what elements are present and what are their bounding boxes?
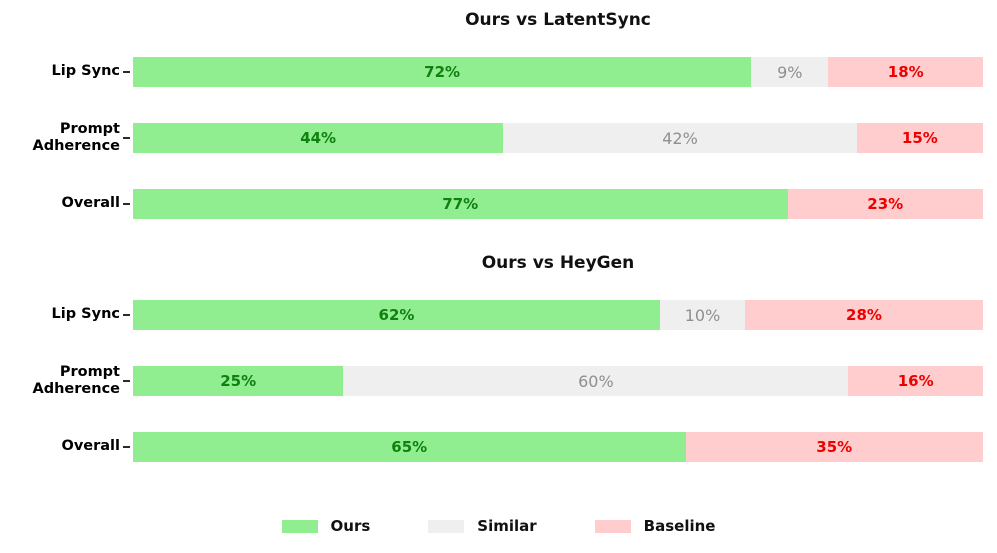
legend-swatch-baseline xyxy=(594,519,631,533)
bar-track: 65% 35% xyxy=(133,432,983,462)
bar-row-lip-sync: Lip Sync 62% 10% 28% xyxy=(0,300,997,330)
legend: Ours Similar Baseline xyxy=(0,517,997,535)
bar-value-label: 25% xyxy=(220,372,257,390)
axis-tick xyxy=(123,71,130,73)
bar-value-label: 28% xyxy=(846,306,882,324)
bar-segment-baseline: 23% xyxy=(787,189,983,219)
category-label: Overall xyxy=(0,195,121,212)
bar-value-label: 65% xyxy=(391,438,428,456)
axis-tick xyxy=(123,203,130,205)
category-label-line: Lip Sync xyxy=(51,63,120,80)
bar-value-label: 18% xyxy=(887,63,924,81)
bar-row-prompt-adherence: Prompt Adherence 44% 42% 15% xyxy=(0,120,997,156)
bar-value-label: 9% xyxy=(777,62,803,82)
bar-track: 62% 10% 28% xyxy=(133,300,983,330)
legend-item-ours: Ours xyxy=(281,517,371,535)
bar-segment-ours: 72% xyxy=(133,57,752,87)
axis-tick xyxy=(123,314,130,316)
legend-swatch-similar xyxy=(428,519,465,533)
category-label: Prompt Adherence xyxy=(0,120,121,156)
bar-segment-baseline: 16% xyxy=(848,366,983,396)
bar-segment-baseline: 15% xyxy=(856,123,983,153)
category-label: Prompt Adherence xyxy=(0,363,121,399)
bar-value-label: 15% xyxy=(901,129,938,147)
legend-item-similar: Similar xyxy=(428,517,537,535)
bar-segment-baseline: 18% xyxy=(828,57,983,87)
bar-segment-baseline: 35% xyxy=(685,432,983,462)
axis-tick xyxy=(123,137,130,139)
legend-label: Similar xyxy=(477,517,537,535)
legend-label: Ours xyxy=(330,517,371,535)
bar-value-label: 62% xyxy=(378,306,415,324)
legend-swatch-ours xyxy=(281,519,318,533)
bar-track: 25% 60% 16% xyxy=(133,366,983,396)
bar-segment-similar: 60% xyxy=(343,366,849,396)
chart-rows: Lip Sync 72% 9% 18% Prompt Adherence 44% xyxy=(0,57,997,219)
category-label-line: Adherence xyxy=(32,138,121,154)
bar-row-lip-sync: Lip Sync 72% 9% 18% xyxy=(0,57,997,87)
category-label-line: Adherence xyxy=(32,381,121,397)
bar-value-label: 35% xyxy=(816,438,853,456)
category-label-line: Overall xyxy=(61,195,121,212)
bar-segment-similar: 10% xyxy=(660,300,745,330)
bar-value-label: 10% xyxy=(684,305,721,325)
bar-value-label: 72% xyxy=(424,63,461,81)
category-label-line: Prompt xyxy=(59,363,120,380)
bar-segment-similar: 42% xyxy=(503,123,857,153)
bar-track: 72% 9% 18% xyxy=(133,57,983,87)
axis-tick xyxy=(123,446,130,448)
bar-segment-ours: 65% xyxy=(133,432,686,462)
bar-track: 44% 42% 15% xyxy=(133,123,983,153)
bar-row-overall: Overall 77% 23% xyxy=(0,189,997,219)
bar-row-prompt-adherence: Prompt Adherence 25% 60% 16% xyxy=(0,363,997,399)
category-label-line: Overall xyxy=(61,438,121,455)
legend-item-baseline: Baseline xyxy=(594,517,716,535)
category-label: Overall xyxy=(0,438,121,455)
chart-ours-vs-heygen: Ours vs HeyGen Lip Sync 62% 10% 28% Prom… xyxy=(0,253,997,462)
axis-tick xyxy=(123,380,130,382)
bar-segment-ours: 44% xyxy=(133,123,504,153)
chart-title: Ours vs LatentSync xyxy=(465,10,651,30)
bar-value-label: 16% xyxy=(897,372,934,390)
bar-value-label: 44% xyxy=(300,129,337,147)
category-label-line: Prompt xyxy=(59,120,120,137)
bar-value-label: 42% xyxy=(662,128,698,148)
bar-value-label: 60% xyxy=(578,371,614,391)
bar-segment-baseline: 28% xyxy=(745,300,983,330)
bar-segment-similar: 9% xyxy=(751,57,829,87)
chart-title: Ours vs HeyGen xyxy=(481,253,635,273)
bar-row-overall: Overall 65% 35% xyxy=(0,432,997,462)
bar-segment-ours: 77% xyxy=(133,189,788,219)
chart-ours-vs-latentsync: Ours vs LatentSync Lip Sync 72% 9% 18% P… xyxy=(0,10,997,219)
bar-segment-ours: 25% xyxy=(133,366,344,396)
bar-segment-ours: 62% xyxy=(133,300,660,330)
bar-track: 77% 23% xyxy=(133,189,983,219)
category-label: Lip Sync xyxy=(0,63,120,80)
category-label: Lip Sync xyxy=(0,306,120,323)
bar-value-label: 77% xyxy=(442,195,479,213)
category-label-line: Lip Sync xyxy=(51,306,120,323)
legend-label: Baseline xyxy=(643,517,716,535)
bar-value-label: 23% xyxy=(867,195,904,213)
chart-rows: Lip Sync 62% 10% 28% Prompt Adherence 25… xyxy=(0,300,997,462)
